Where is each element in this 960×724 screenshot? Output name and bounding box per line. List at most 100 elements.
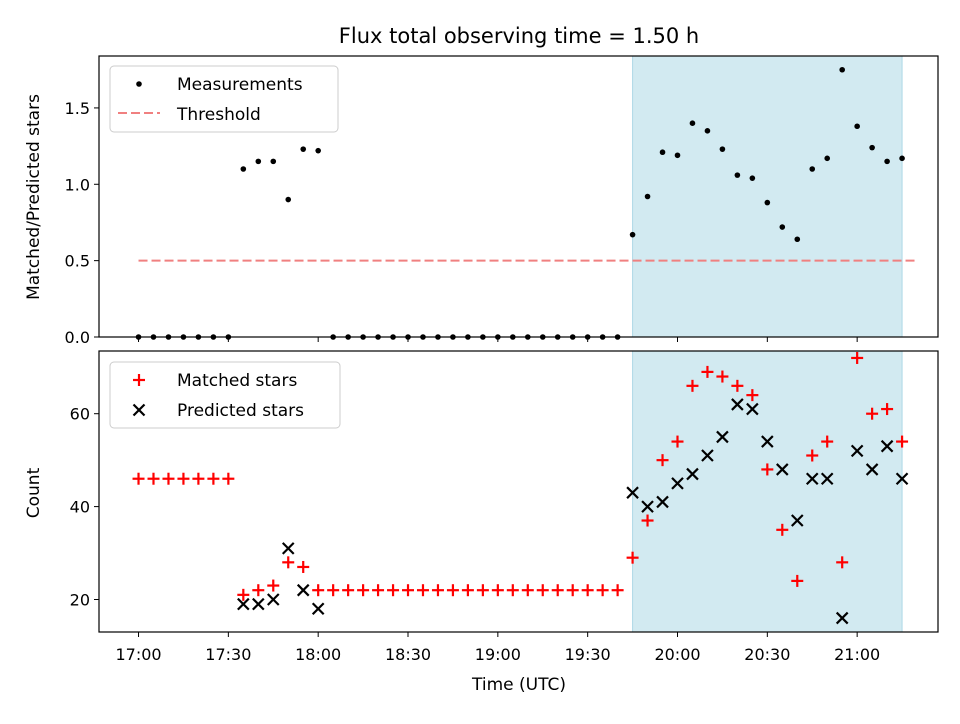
measurement-point (764, 199, 771, 206)
matched-star-point (252, 584, 265, 597)
matched-star-point (641, 514, 654, 527)
matched-star-point (821, 435, 834, 448)
matched-star-point (731, 379, 744, 392)
bottom-panel-frame (98, 350, 939, 633)
matched-star-point (327, 584, 340, 597)
predicted-star-point-b (880, 439, 894, 453)
bottom-observing-span (632, 350, 903, 633)
predicted-star-point-b (835, 611, 849, 625)
top-legend-box (109, 65, 339, 133)
measurement-point (270, 158, 277, 165)
predicted-star-point (252, 597, 265, 611)
predicted-star-point-b (686, 467, 699, 481)
matched-star-point (491, 584, 504, 597)
predicted-star-point-b (850, 444, 864, 458)
predicted-star-point-b (731, 398, 744, 411)
matched-star-point (282, 556, 295, 569)
top-panel-frame (98, 55, 939, 338)
matched-star-point (192, 472, 205, 485)
legend-matched-marker (133, 374, 145, 386)
bottom-x-tick-label: 21:00 (834, 645, 880, 664)
predicted-star-point-b (820, 472, 834, 486)
matched-star-point (596, 584, 609, 597)
measurement-point (779, 224, 786, 230)
legend-threshold-label: Threshold (176, 105, 261, 125)
matched-star-point (461, 584, 474, 597)
bottom-x-tick-label: 19:30 (565, 645, 611, 664)
predicted-star-point-b (701, 449, 714, 462)
matched-star-point (746, 389, 759, 402)
matched-star-point (626, 551, 639, 564)
top-y-tick-label: 0.0 (65, 328, 90, 347)
measurement-point (689, 120, 696, 126)
measurement-point (315, 147, 321, 154)
measurement-point (899, 155, 905, 162)
matched-star-point (701, 365, 714, 378)
predicted-star-point-b (641, 500, 654, 513)
matched-star-point (177, 472, 190, 485)
predicted-star-point-b (761, 435, 774, 448)
predicted-star-point (746, 402, 759, 416)
predicted-star-point-b (252, 597, 265, 611)
predicted-star-point (880, 439, 894, 453)
predicted-star-point (790, 514, 804, 527)
legend-measurements-label: Measurements (177, 75, 303, 95)
matched-star-point (402, 584, 415, 597)
measurement-point (884, 158, 890, 165)
matched-star-point (521, 584, 534, 597)
matched-star-point (806, 449, 819, 462)
bottom-y-tick-label: 40 (70, 498, 90, 517)
matched-star-point (836, 556, 849, 569)
legend-predicted-cross-b (132, 403, 146, 417)
measurement-point (809, 166, 816, 172)
matched-star-point (686, 379, 699, 392)
matched-star-point (357, 584, 370, 597)
matched-star-point (312, 584, 325, 597)
matched-star-point (551, 584, 564, 597)
predicted-star-point-b (656, 495, 669, 509)
legend-predicted-label: Predicted stars (177, 401, 304, 421)
predicted-star-point (671, 477, 684, 490)
matched-star-point (716, 370, 729, 383)
predicted-star-point (761, 435, 774, 448)
predicted-star-point (266, 593, 280, 606)
matched-star-point (297, 560, 310, 573)
top-y-tick-label: 1.5 (65, 99, 90, 118)
matched-star-point (147, 472, 160, 485)
predicted-star-point (895, 472, 909, 486)
bottom-y-tick-label: 60 (70, 405, 90, 424)
chart-title: Flux total observing time = 1.50 h (339, 24, 699, 48)
bottom-x-tick-label: 20:00 (654, 645, 700, 664)
legend-predicted-cross (132, 403, 146, 417)
predicted-star-point (296, 583, 310, 597)
bottom-x-tick-label: 19:00 (475, 645, 521, 664)
matched-star-point (237, 588, 250, 601)
matched-star-point (656, 454, 669, 467)
predicted-star-point-b (296, 583, 310, 597)
measurement-point (734, 172, 741, 178)
predicted-star-point-b (266, 593, 280, 606)
predicted-star-point (805, 472, 819, 486)
matched-star-point (431, 584, 444, 597)
matched-star-point (791, 574, 804, 587)
predicted-star-point-b (716, 430, 729, 444)
matched-star-point (476, 584, 489, 597)
predicted-star-point-b (746, 402, 759, 416)
predicted-star-point (776, 463, 789, 476)
predicted-star-point-b (776, 463, 789, 476)
matched-star-point (566, 584, 579, 597)
bottom-x-tick-label: 18:00 (295, 645, 341, 664)
matched-star-point (132, 472, 145, 485)
top-panel: 0.0 0.5 1.0 1.5 (65, 55, 939, 347)
matched-star-point (866, 407, 879, 420)
matched-star-point (372, 584, 385, 597)
top-y-axis-label: Matched/Predicted stars (24, 94, 44, 300)
matched-star-point (581, 584, 594, 597)
legend-matched-plus (133, 374, 145, 386)
predicted-star-point (311, 602, 325, 616)
measurement-point (794, 236, 801, 243)
predicted-star-point (731, 398, 744, 411)
legend-matched-label: Matched stars (177, 371, 297, 391)
x-axis-label: Time (UTC) (471, 675, 566, 695)
matched-star-point (267, 579, 280, 592)
